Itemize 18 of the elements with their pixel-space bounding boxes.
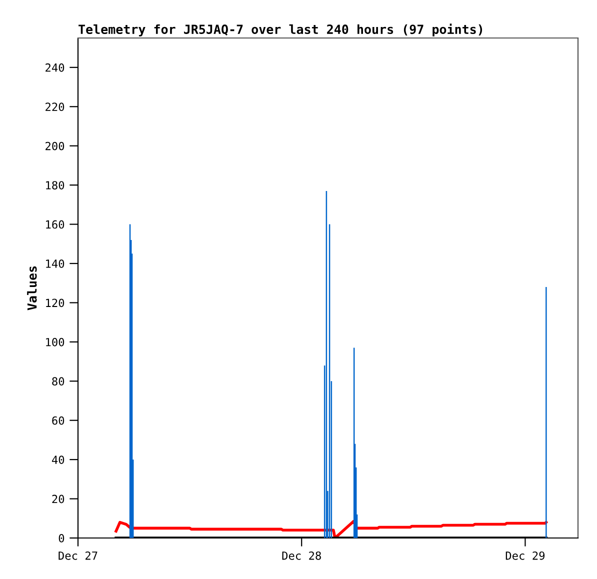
y-tick-label: 240 (46, 63, 64, 72)
y-tick-label: 100 (46, 338, 64, 346)
y-tick-label: 20 (52, 494, 64, 504)
y-axis-title: Values (27, 266, 37, 310)
y-tick-label: 80 (52, 377, 64, 386)
y-tick-label: 120 (46, 298, 64, 308)
y-tick-label: 180 (46, 181, 64, 190)
x-tick-label: Dec 29 (506, 551, 545, 560)
chart-title: Telemetry for JR5JAQ-7 over last 240 hours (97 points) (78, 24, 482, 36)
x-tick-label: Dec 27 (58, 551, 98, 560)
x-tick-label: Dec 28 (282, 551, 321, 560)
y-tick-label: 60 (52, 416, 64, 425)
y-tick-label: 40 (52, 456, 64, 464)
y-tick-label: 160 (46, 220, 64, 229)
y-tick-label: 220 (46, 102, 64, 112)
y-tick-label: 200 (46, 142, 64, 150)
y-tick-label: 0 (58, 534, 64, 542)
y-tick-label: 140 (46, 259, 64, 268)
